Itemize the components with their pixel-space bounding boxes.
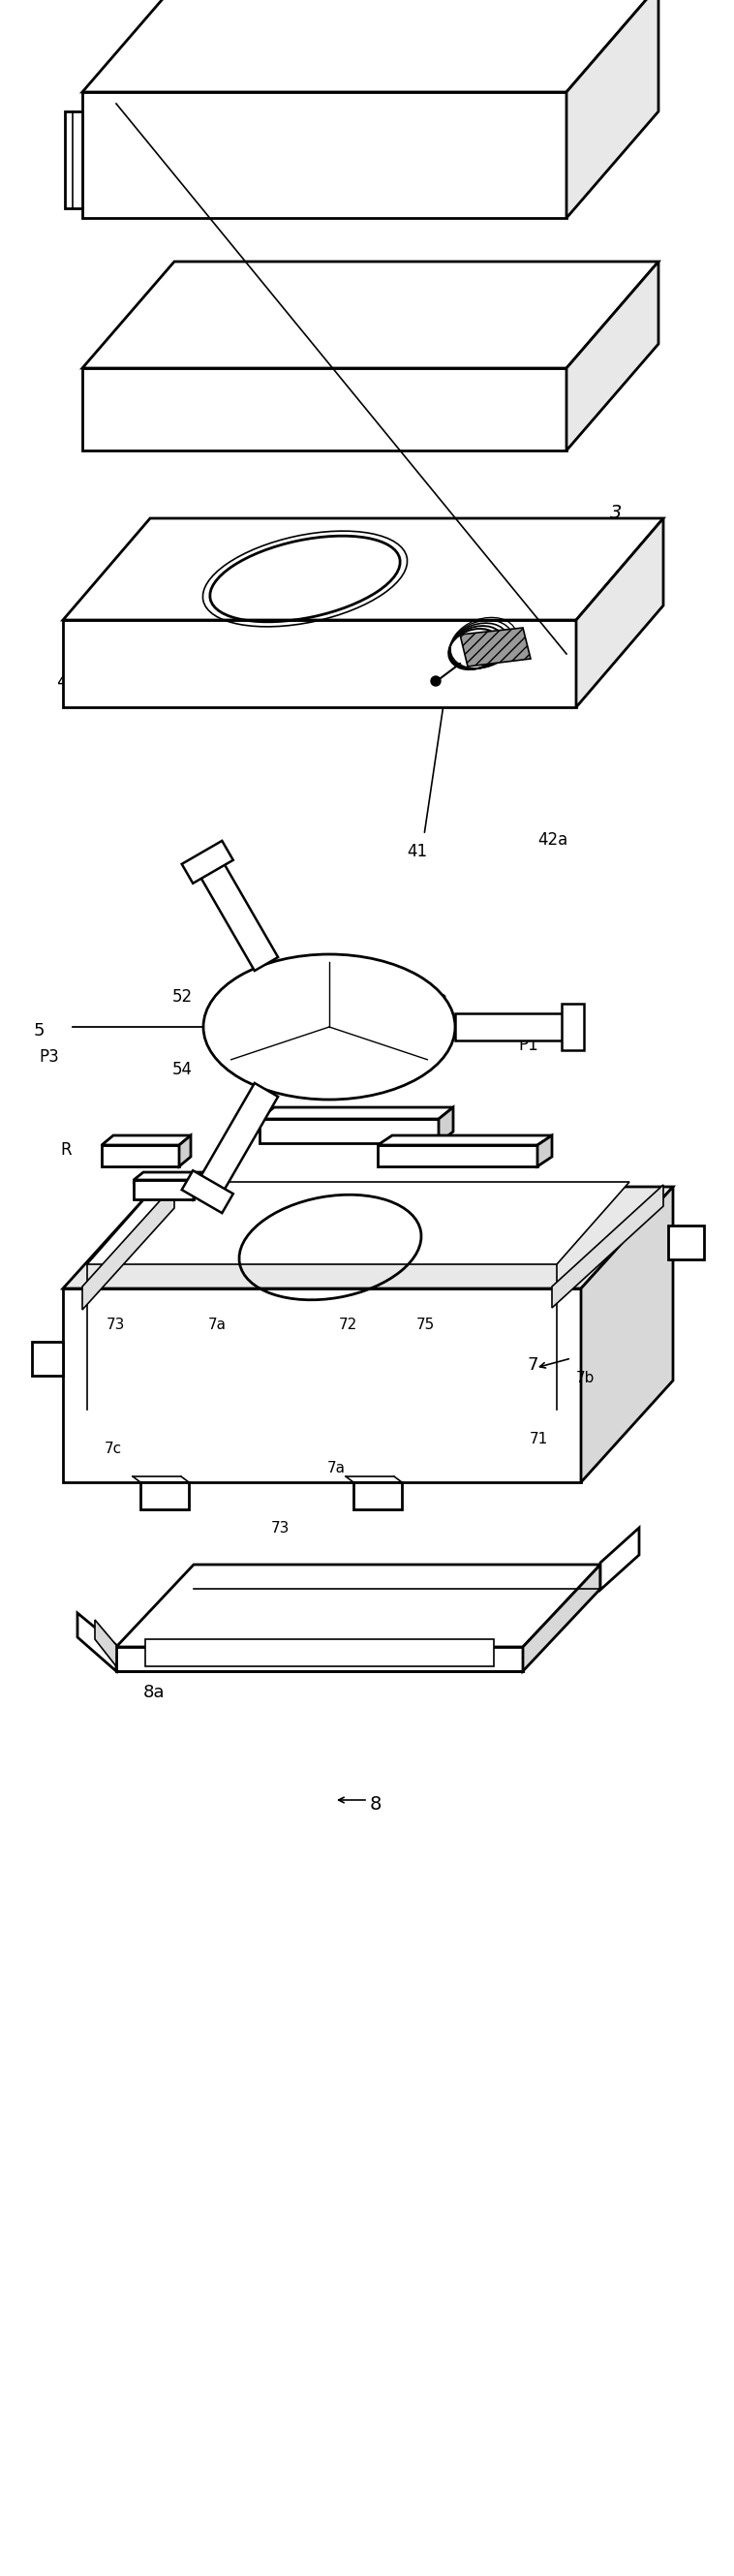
Circle shape [431,677,440,685]
Text: 41: 41 [407,842,427,860]
Polygon shape [87,1182,630,1265]
Polygon shape [668,1226,704,1260]
Polygon shape [116,1646,523,1672]
Polygon shape [63,1288,581,1481]
Text: 72: 72 [339,1316,357,1332]
Text: P2: P2 [308,971,328,989]
Polygon shape [354,1481,401,1510]
Polygon shape [378,1146,537,1167]
Polygon shape [600,1528,639,1589]
Polygon shape [182,840,233,884]
Text: 73: 73 [271,1520,290,1535]
Polygon shape [562,1005,584,1051]
Polygon shape [567,0,658,219]
Text: 7a: 7a [208,1316,227,1332]
Polygon shape [552,1185,664,1309]
Polygon shape [182,1170,233,1213]
Text: 5: 5 [34,1023,45,1041]
Ellipse shape [203,953,455,1100]
Text: 51: 51 [337,1074,357,1090]
Text: 7: 7 [528,1358,539,1373]
Polygon shape [82,93,567,219]
Polygon shape [145,1638,494,1667]
Text: C3: C3 [131,1177,150,1193]
Polygon shape [194,1172,203,1200]
Text: 75: 75 [416,1316,435,1332]
Polygon shape [199,860,278,971]
Polygon shape [78,1613,116,1672]
Polygon shape [134,1180,194,1200]
Polygon shape [179,1136,191,1167]
Text: 54: 54 [172,1061,193,1079]
Polygon shape [260,1108,453,1118]
Text: P3: P3 [39,1048,59,1066]
Polygon shape [140,1481,189,1510]
Text: 73: 73 [106,1316,126,1332]
Text: 7b: 7b [576,1370,595,1386]
Polygon shape [199,1082,278,1193]
Text: 4: 4 [57,672,68,690]
Polygon shape [63,1188,673,1288]
Text: P1: P1 [518,1036,538,1054]
Polygon shape [460,629,531,667]
Polygon shape [581,1188,673,1481]
Polygon shape [95,1620,116,1667]
Polygon shape [82,0,658,93]
Text: 2: 2 [610,276,622,294]
Text: R: R [60,1141,71,1159]
Polygon shape [134,1172,203,1180]
Text: 3: 3 [610,505,622,523]
Polygon shape [32,1342,63,1376]
Polygon shape [378,1136,552,1146]
Polygon shape [63,621,576,708]
Text: 7a: 7a [327,1461,346,1476]
Text: 53: 53 [428,992,448,1010]
Polygon shape [102,1136,191,1146]
Text: 8: 8 [370,1795,382,1814]
Polygon shape [82,1185,174,1309]
Text: C2: C2 [388,1113,407,1126]
Polygon shape [82,263,658,368]
Polygon shape [576,518,664,708]
Polygon shape [537,1136,552,1167]
Polygon shape [116,1564,600,1646]
Polygon shape [439,1108,453,1144]
Polygon shape [102,1146,179,1167]
Text: 7c: 7c [104,1443,122,1455]
Text: 8a: 8a [143,1685,165,1700]
Polygon shape [260,1118,439,1144]
Polygon shape [567,263,658,451]
Polygon shape [63,518,664,621]
Polygon shape [455,1012,567,1041]
Text: 52: 52 [172,989,193,1005]
Text: 71: 71 [530,1432,548,1445]
Text: 42a: 42a [537,832,567,848]
Text: C1: C1 [494,1139,514,1154]
Polygon shape [82,368,567,451]
Polygon shape [65,111,82,209]
Polygon shape [523,1564,600,1672]
